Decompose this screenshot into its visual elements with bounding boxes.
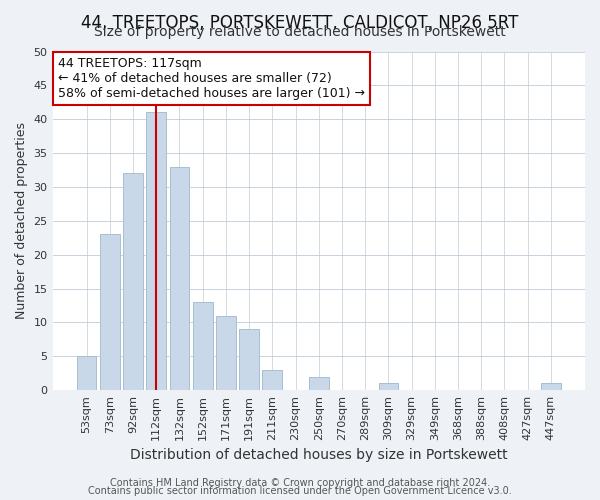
Text: Contains HM Land Registry data © Crown copyright and database right 2024.: Contains HM Land Registry data © Crown c…	[110, 478, 490, 488]
Bar	[193, 302, 212, 390]
Text: Contains public sector information licensed under the Open Government Licence v3: Contains public sector information licen…	[88, 486, 512, 496]
Bar	[170, 166, 190, 390]
Bar	[262, 370, 282, 390]
Bar	[216, 316, 236, 390]
Bar	[123, 174, 143, 390]
X-axis label: Distribution of detached houses by size in Portskewett: Distribution of detached houses by size …	[130, 448, 508, 462]
Bar	[146, 112, 166, 390]
Bar	[309, 376, 329, 390]
Y-axis label: Number of detached properties: Number of detached properties	[15, 122, 28, 320]
Text: Size of property relative to detached houses in Portskewett: Size of property relative to detached ho…	[94, 25, 506, 39]
Bar	[239, 329, 259, 390]
Bar	[100, 234, 119, 390]
Bar	[541, 384, 561, 390]
Bar	[379, 384, 398, 390]
Text: 44, TREETOPS, PORTSKEWETT, CALDICOT, NP26 5RT: 44, TREETOPS, PORTSKEWETT, CALDICOT, NP2…	[82, 14, 518, 32]
Bar	[77, 356, 97, 390]
Text: 44 TREETOPS: 117sqm
← 41% of detached houses are smaller (72)
58% of semi-detach: 44 TREETOPS: 117sqm ← 41% of detached ho…	[58, 56, 365, 100]
